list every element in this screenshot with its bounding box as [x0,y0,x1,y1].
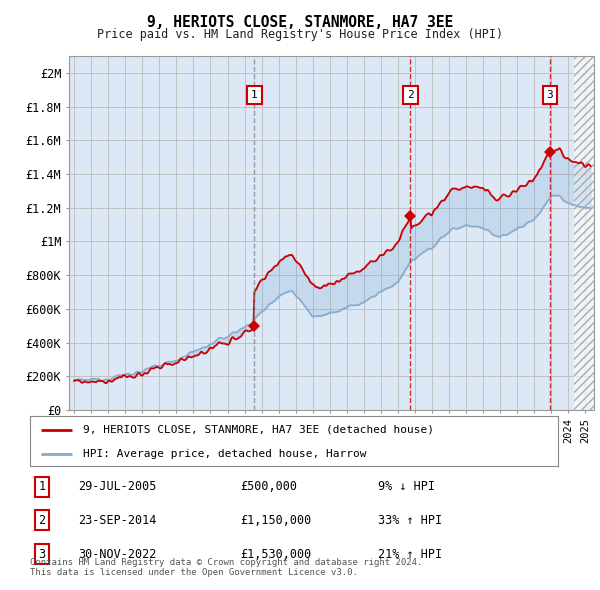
Text: HPI: Average price, detached house, Harrow: HPI: Average price, detached house, Harr… [83,448,366,458]
Bar [574,56,600,410]
Text: 2: 2 [407,90,414,100]
Text: 3: 3 [38,548,46,560]
Text: 9, HERIOTS CLOSE, STANMORE, HA7 3EE: 9, HERIOTS CLOSE, STANMORE, HA7 3EE [147,15,453,30]
Text: 21% ↑ HPI: 21% ↑ HPI [378,548,442,560]
Text: 9, HERIOTS CLOSE, STANMORE, HA7 3EE (detached house): 9, HERIOTS CLOSE, STANMORE, HA7 3EE (det… [83,425,434,435]
Text: 29-JUL-2005: 29-JUL-2005 [78,480,157,493]
Text: 1: 1 [38,480,46,493]
Text: 2: 2 [38,514,46,527]
Text: 3: 3 [547,90,553,100]
Text: Contains HM Land Registry data © Crown copyright and database right 2024.
This d: Contains HM Land Registry data © Crown c… [30,558,422,577]
Text: 33% ↑ HPI: 33% ↑ HPI [378,514,442,527]
Text: Price paid vs. HM Land Registry's House Price Index (HPI): Price paid vs. HM Land Registry's House … [97,28,503,41]
Text: 9% ↓ HPI: 9% ↓ HPI [378,480,435,493]
Text: 23-SEP-2014: 23-SEP-2014 [78,514,157,527]
Text: 30-NOV-2022: 30-NOV-2022 [78,548,157,560]
Text: £1,150,000: £1,150,000 [240,514,311,527]
Bar [574,56,600,410]
Text: £500,000: £500,000 [240,480,297,493]
Text: 1: 1 [251,90,257,100]
Text: £1,530,000: £1,530,000 [240,548,311,560]
